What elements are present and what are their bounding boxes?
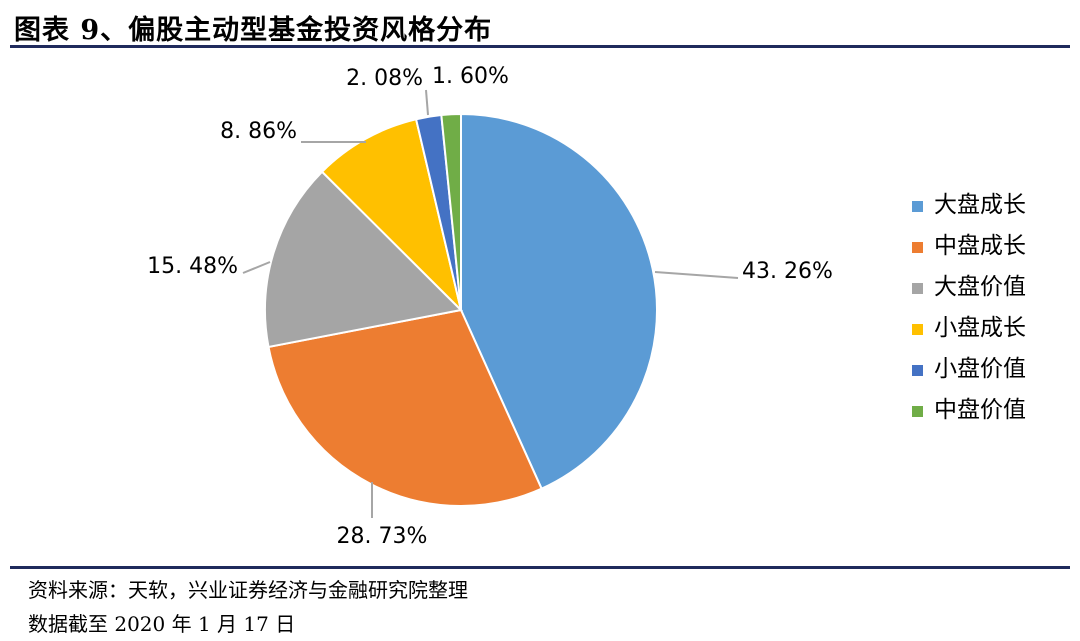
legend-swatch-2 — [912, 242, 923, 253]
pie-chart: 43. 26%28. 73%15. 48%8. 86%2. 08% 1. 60% … — [147, 64, 1026, 549]
data-label-4: 8. 86% — [220, 119, 297, 144]
pie-slice-2 — [267, 308, 543, 507]
data-label-6: 1. 60% — [432, 64, 509, 89]
legend-swatch-4 — [912, 324, 923, 335]
data-labels: 43. 26% 28. 73% 15. 48% 8. 86% 2. 08% 1. 60% — [147, 64, 833, 549]
pie-slice-6 — [440, 112, 462, 311]
leader-line-3 — [242, 261, 271, 274]
legend-label-4: 小盘成长 — [934, 315, 1026, 341]
date-note: 数据截至 2020 年 1 月 17 日 — [28, 612, 296, 636]
legend-swatch-5 — [912, 365, 923, 376]
legend-swatch-1 — [912, 201, 923, 212]
data-label-1: 43. 26% — [742, 259, 833, 284]
top-rule — [10, 45, 1070, 48]
bottom-rule — [10, 566, 1070, 569]
data-label-3: 15. 48% — [147, 254, 238, 279]
legend-label-6: 中盘价值 — [934, 397, 1026, 423]
leader-line-5 — [425, 89, 429, 116]
leader-line-1 — [654, 271, 739, 279]
data-label-5: 2. 08% — [346, 66, 423, 91]
pie-slice-4 — [320, 118, 463, 314]
legend-swatch-6 — [912, 406, 923, 417]
legend-label-3: 大盘价值 — [934, 274, 1026, 300]
legend-label-1: 大盘成长 — [934, 192, 1026, 218]
pie-slices — [264, 112, 658, 507]
pie-slice-3 — [264, 170, 464, 349]
legend-swatch-3 — [912, 283, 923, 294]
source-note: 资料来源：天软，兴业证券经济与金融研究院整理 — [28, 578, 468, 602]
legend-label-2: 中盘成长 — [934, 233, 1026, 259]
pie-slice-1 — [460, 112, 658, 490]
legend-label-5: 小盘价值 — [934, 356, 1026, 382]
data-label-2: 28. 73% — [337, 524, 428, 549]
label-leader-lines — [242, 89, 739, 518]
figure-title: 图表 9、偏股主动型基金投资风格分布 — [14, 15, 493, 46]
